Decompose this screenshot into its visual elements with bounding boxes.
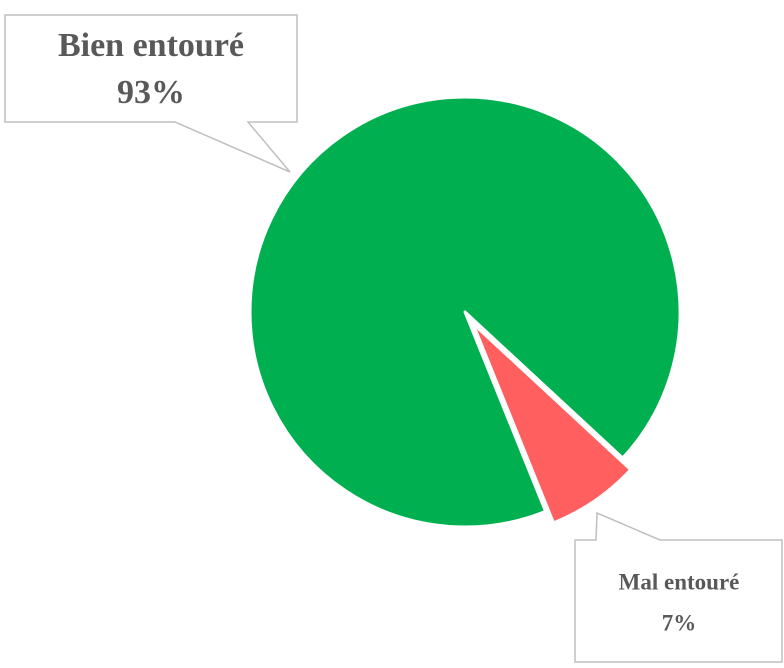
slice-value-label: 93% — [117, 74, 185, 111]
callout-box — [574, 511, 783, 663]
pie-slice — [471, 322, 633, 525]
callout-box — [4, 14, 298, 173]
slice-label: Bien entouré — [58, 27, 244, 64]
pie-slice — [248, 95, 682, 529]
slice-value-label: 7% — [662, 610, 697, 635]
slice-label: Mal entouré — [619, 569, 740, 594]
